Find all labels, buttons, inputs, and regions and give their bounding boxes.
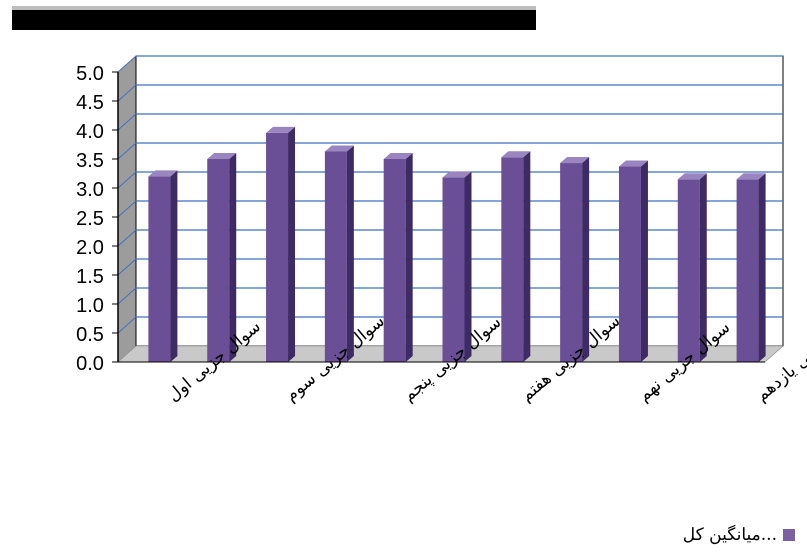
y-tick-label: 0.5: [76, 324, 104, 346]
legend-label: ...میانگین کل: [682, 525, 777, 545]
bar: [560, 157, 590, 362]
bar-side: [640, 160, 648, 362]
gridline-side: [117, 200, 137, 218]
bar: [324, 145, 354, 362]
bar-front: [560, 163, 583, 362]
bar-side: [346, 145, 354, 362]
y-tick-label: 2.0: [76, 237, 104, 259]
bar-top: [324, 145, 354, 152]
gridline-side: [117, 316, 137, 334]
bar-top: [736, 173, 766, 180]
bar-front: [442, 177, 465, 362]
y-tick-label: 1.5: [76, 266, 104, 288]
top-bar: [12, 6, 536, 30]
y-tick-label: 3.5: [76, 150, 104, 172]
bar-front: [618, 166, 641, 362]
bar-front: [677, 179, 700, 362]
y-tick-label: 4.5: [76, 92, 104, 114]
bar: [677, 173, 707, 362]
bar: [618, 160, 648, 362]
bar: [266, 126, 296, 363]
bar-side: [288, 126, 296, 363]
bar-top: [677, 173, 707, 180]
gridline-side: [117, 142, 137, 160]
gridline-side: [117, 229, 137, 247]
y-tick-label: 3.0: [76, 179, 104, 201]
bar-side: [170, 170, 178, 362]
y-tick-label: 5.0: [76, 63, 104, 85]
gridline-side: [117, 287, 137, 305]
y-tick-label: 0.0: [76, 353, 104, 375]
gridline-side: [117, 171, 137, 189]
bar-side: [523, 151, 531, 362]
gridline-side: [117, 113, 137, 131]
bar-side: [699, 173, 707, 362]
bar-top: [501, 151, 531, 158]
bar-front: [324, 151, 347, 362]
bar-front: [736, 179, 759, 362]
bar: [501, 151, 531, 362]
gridline-side: [117, 84, 137, 102]
bar-side: [464, 171, 472, 362]
bar-top: [266, 126, 296, 133]
bar-front: [266, 132, 289, 362]
bar-front: [207, 159, 230, 362]
legend-swatch: [783, 529, 795, 541]
gridline-side: [117, 258, 137, 276]
bar: [207, 153, 237, 362]
bar-top: [618, 160, 648, 167]
bar-front: [383, 159, 406, 362]
bar-top: [207, 153, 237, 159]
bar-side: [405, 153, 413, 362]
y-tick-label: 1.0: [76, 295, 104, 317]
bar: [148, 170, 178, 362]
bar-front: [501, 157, 524, 362]
bar: [442, 171, 472, 362]
bar-top: [560, 157, 590, 164]
bar: [736, 173, 766, 362]
y-tick-label: 2.5: [76, 208, 104, 230]
bar-top: [148, 170, 178, 177]
y-tick-label: 4.0: [76, 121, 104, 143]
bar-top: [383, 153, 413, 159]
bar-side: [582, 157, 590, 362]
gridline-side: [117, 55, 137, 73]
bar-front: [148, 176, 171, 362]
bar-side: [758, 173, 766, 362]
bar-top: [442, 171, 472, 178]
legend: ...میانگین کل: [683, 525, 795, 545]
bar: [383, 153, 413, 362]
bar-side: [229, 153, 237, 362]
